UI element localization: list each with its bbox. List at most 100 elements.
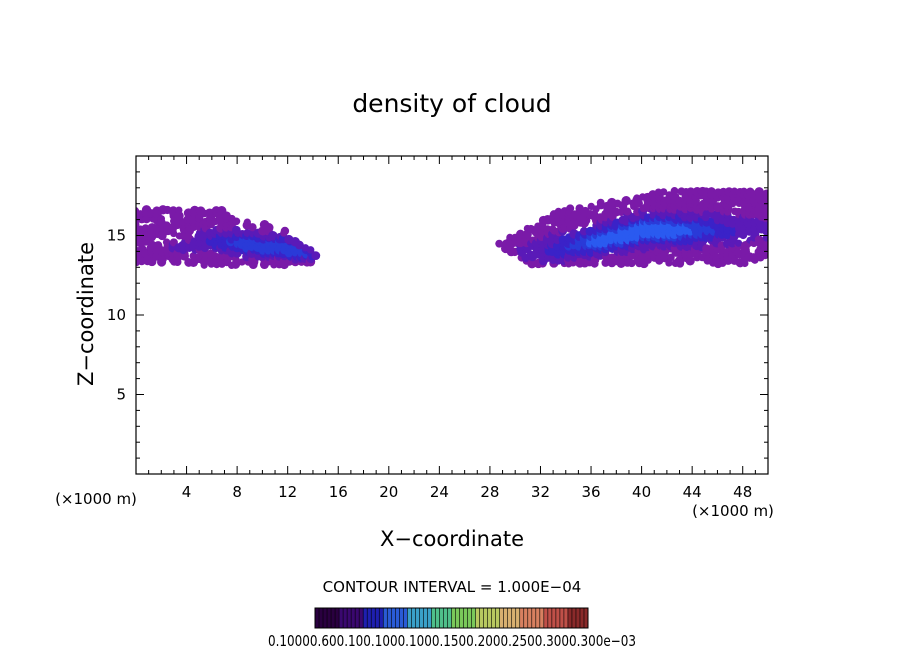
colorbar-swatch [535,608,541,628]
cloud-cell [238,258,246,266]
colorbar-swatch [391,608,396,628]
x-tick-label: 36 [581,483,600,501]
cloud-cell [748,253,759,263]
colorbar-swatch [371,608,376,628]
cloud-cell [670,187,679,195]
colorbar-swatch [515,608,521,628]
colorbar-swatch [411,608,416,628]
colorbar-swatch [315,608,320,628]
colorbar-swatch [363,608,368,628]
y-tick-label: 15 [107,227,126,245]
cloud-cell [621,195,631,206]
cloud-cell [633,194,641,202]
x-tick-label: 48 [733,483,752,501]
cloud-cell [306,246,315,254]
cloud-cell [495,239,504,248]
x-tick-label: 44 [683,483,702,501]
colorbar-swatch [383,608,388,628]
colorbar-swatch [463,608,468,628]
y-tick-label: 5 [116,386,126,404]
y-tick-labels: 5 10 15 [107,227,126,404]
cloud-cell [136,210,145,218]
colorbar-swatch [539,608,545,628]
colorbar-swatch [339,608,344,628]
cloud-cell [566,204,575,213]
cloud-cell [713,209,722,219]
colorbar-swatch [427,608,432,628]
colorbar-swatch [531,608,537,628]
cloud-region [136,205,321,270]
cloud-cell [264,223,274,233]
colorbar-swatch [567,608,573,628]
colorbar-swatch [503,608,509,628]
colorbar-swatch [499,608,504,628]
cloud-cell [174,211,184,221]
x-tick-label: 32 [531,483,550,501]
colorbar-swatch [387,608,392,628]
x-tick-label: 20 [379,483,398,501]
cloud-cell [754,235,764,244]
cloud-cell [762,239,768,248]
cloud-cell [623,207,632,216]
colorbar-swatch [331,608,336,628]
cloud-cell [548,225,557,233]
cloud-cell [175,206,183,214]
cloud-cell [157,215,166,223]
x-tick-label: 8 [232,483,242,501]
colorbar-swatch [579,608,585,628]
colorbar-swatch [487,608,492,628]
colorbar-tick-labels: 0.10000.600.100.1000.1000.1500.2000.2500… [268,632,636,650]
x-tick-label: 24 [430,483,449,501]
cloud-density-field [136,186,768,270]
y-tick-label: 10 [107,306,126,324]
colorbar-swatch [475,608,480,628]
cloud-cell [295,240,304,250]
colorbar-swatch [471,608,476,628]
colorbar-swatch [367,608,372,628]
colorbar-swatch [327,608,332,628]
colorbar-swatch [359,608,364,628]
x-tick-label: 16 [329,483,348,501]
cloud-cell [762,189,768,199]
colorbar-swatch [351,608,356,628]
x-tick-label: 28 [480,483,499,501]
colorbar [314,608,589,628]
chart-title: density of cloud [352,89,551,118]
colorbar-swatch [495,608,500,628]
colorbar-swatch [379,608,384,628]
cloud-cell [169,206,178,215]
x-unit-left: (×1000 m) [55,490,137,508]
x-unit-right: (×1000 m) [692,502,774,520]
cloud-cell [617,208,626,216]
cloud-cell [311,251,321,261]
cloud-cell [665,259,673,267]
cloud-region [495,186,768,269]
colorbar-swatch [571,608,577,628]
colorbar-swatch [455,608,460,628]
cloud-cell [596,198,605,207]
colorbar-swatch [563,608,569,628]
cloud-cell [248,223,257,232]
colorbar-swatch [507,608,513,628]
colorbar-swatch [439,608,444,628]
colorbar-swatch [443,608,448,628]
axis-ticks [136,156,768,474]
colorbar-frame [314,607,589,629]
colorbar-swatch [527,608,533,628]
colorbar-swatch [431,608,436,628]
cloud-cell [162,238,171,246]
colorbar-swatch [355,608,360,628]
colorbar-swatch [399,608,404,628]
colorbar-swatch [555,608,561,628]
colorbar-swatch [523,608,529,628]
cloud-cell [685,256,695,266]
cloud-cell [243,218,251,226]
contour-interval-label: CONTOUR INTERVAL = 1.000E−04 [323,578,582,596]
colorbar-swatch [423,608,428,628]
y-axis-label: Z−coordinate [74,242,98,386]
cloud-cell [654,188,663,196]
colorbar-swatch [575,608,581,628]
colorbar-swatch [347,608,352,628]
colorbar-swatch [447,608,452,628]
